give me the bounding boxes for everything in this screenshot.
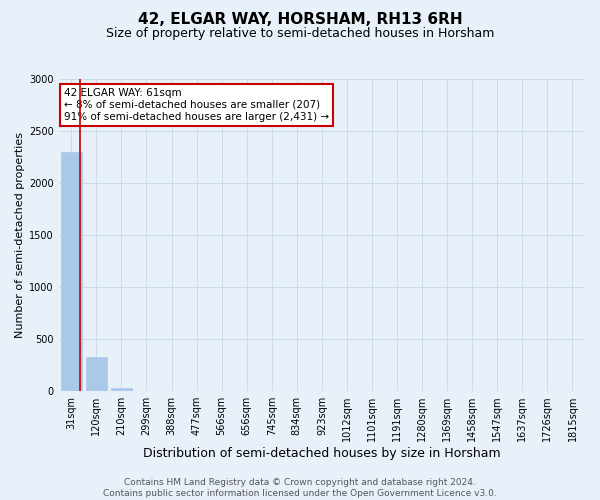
- Bar: [61, 152, 82, 391]
- Bar: [86, 357, 107, 391]
- Y-axis label: Number of semi-detached properties: Number of semi-detached properties: [15, 132, 25, 338]
- Bar: [111, 388, 132, 391]
- Text: Size of property relative to semi-detached houses in Horsham: Size of property relative to semi-detach…: [106, 28, 494, 40]
- Text: Contains HM Land Registry data © Crown copyright and database right 2024.
Contai: Contains HM Land Registry data © Crown c…: [103, 478, 497, 498]
- X-axis label: Distribution of semi-detached houses by size in Horsham: Distribution of semi-detached houses by …: [143, 447, 501, 460]
- Text: 42 ELGAR WAY: 61sqm
← 8% of semi-detached houses are smaller (207)
91% of semi-d: 42 ELGAR WAY: 61sqm ← 8% of semi-detache…: [64, 88, 329, 122]
- Text: 42, ELGAR WAY, HORSHAM, RH13 6RH: 42, ELGAR WAY, HORSHAM, RH13 6RH: [137, 12, 463, 28]
